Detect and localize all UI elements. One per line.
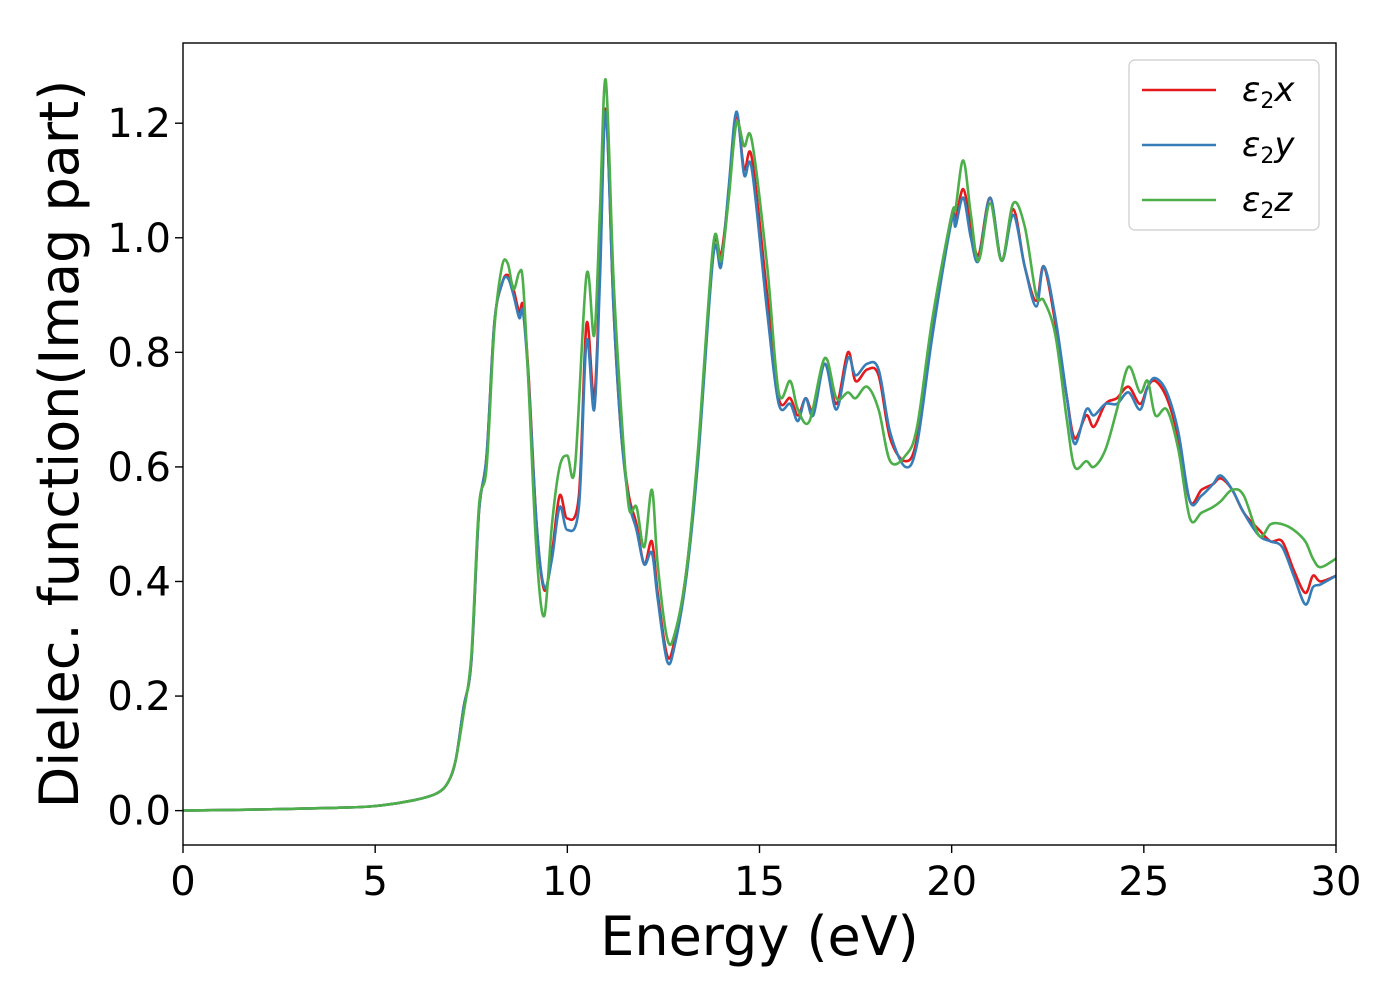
legend-label-0: ε2x: [1242, 70, 1295, 114]
y-axis-ticks: 0.0 0.2 0.4 0.6 0.8 1.0 1.2: [107, 101, 183, 835]
series-line-2: [182, 78, 1337, 812]
x-tick-label: 15: [734, 859, 785, 905]
y-tick-label: 1.0: [107, 216, 171, 262]
series-layer: [182, 78, 1337, 812]
x-axis-title: Energy (eV): [600, 905, 919, 968]
y-axis-title: Dielec. function(Imag part): [28, 80, 91, 809]
x-tick-label: 0: [170, 859, 195, 905]
legend: ε2x ε2y ε2z: [1128, 59, 1320, 231]
x-tick-label: 20: [926, 859, 977, 905]
y-tick-label: 0.4: [107, 559, 171, 605]
y-tick-label: 0.6: [107, 445, 171, 491]
x-tick-label: 10: [542, 859, 593, 905]
series-line-1: [182, 110, 1337, 812]
legend-label-2: ε2z: [1242, 180, 1293, 224]
legend-label-1: ε2y: [1242, 125, 1295, 169]
x-axis-ticks: 0 5 10 15 20 25 30: [170, 845, 1361, 905]
y-tick-label: 0.2: [107, 674, 171, 720]
x-tick-label: 25: [1118, 859, 1169, 905]
x-tick-label: 5: [362, 859, 387, 905]
y-tick-label: 1.2: [107, 101, 171, 147]
y-tick-label: 0.8: [107, 330, 171, 376]
y-tick-label: 0.0: [107, 789, 171, 835]
legend-box: [1128, 59, 1320, 231]
x-tick-label: 30: [1311, 859, 1362, 905]
